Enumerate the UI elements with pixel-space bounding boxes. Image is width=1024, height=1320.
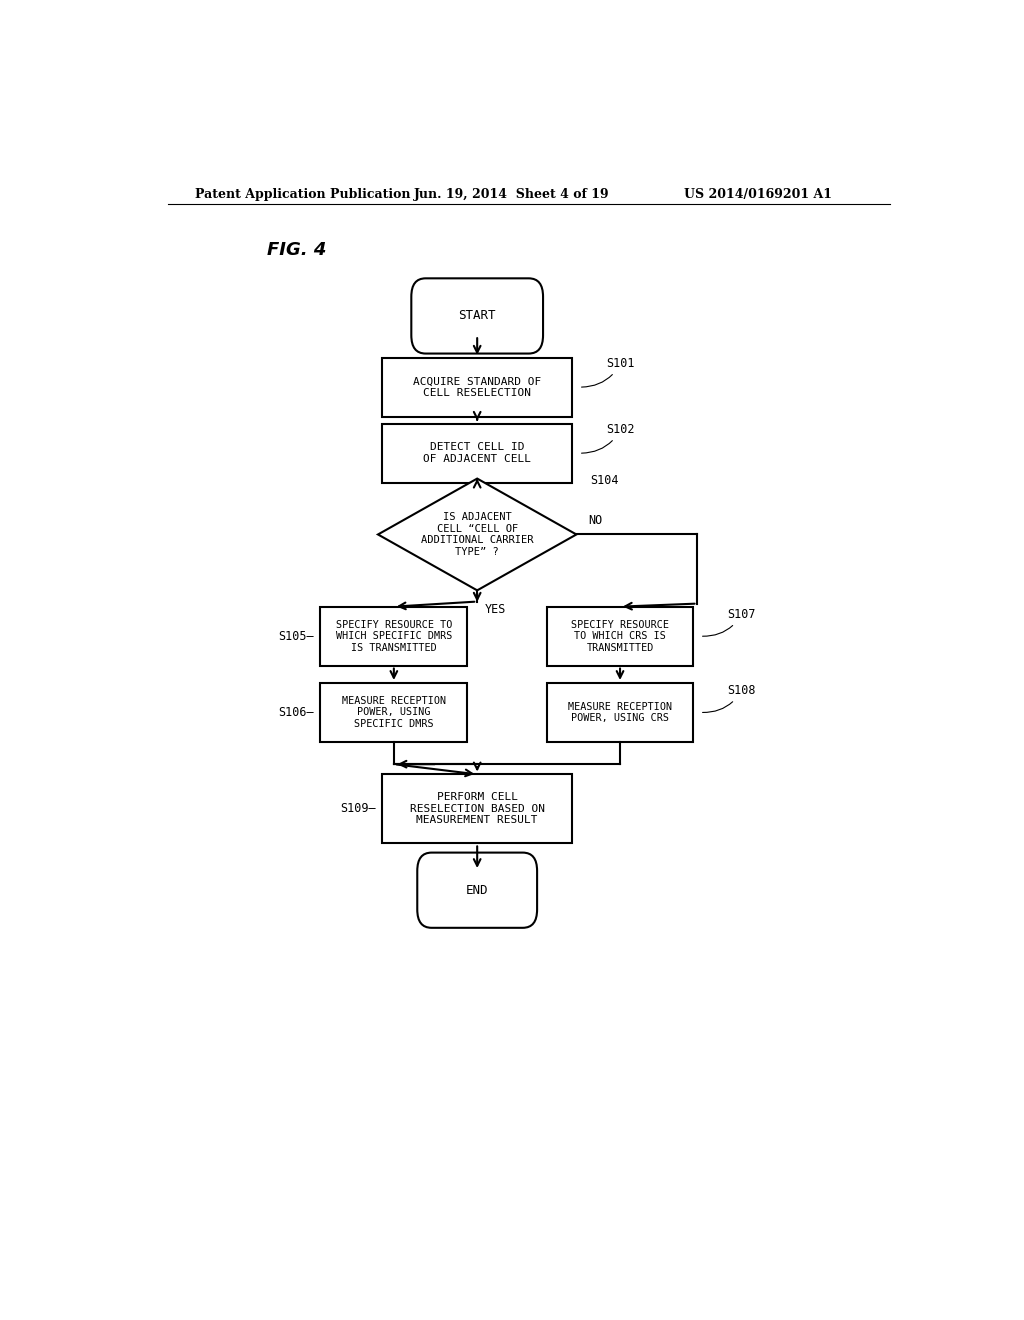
Bar (382, 424, 572, 483)
Bar (321, 682, 467, 742)
Text: S104: S104 (591, 474, 620, 487)
Text: S101: S101 (582, 356, 635, 387)
Text: MEASURE RECEPTION
POWER, USING CRS: MEASURE RECEPTION POWER, USING CRS (568, 701, 672, 723)
Bar (547, 607, 693, 665)
Text: FIG. 4: FIG. 4 (267, 240, 327, 259)
Text: MEASURE RECEPTION
POWER, USING
SPECIFIC DMRS: MEASURE RECEPTION POWER, USING SPECIFIC … (342, 696, 445, 729)
FancyBboxPatch shape (417, 853, 538, 928)
Text: S109—: S109— (340, 803, 376, 816)
Text: ACQUIRE STANDARD OF
CELL RESELECTION: ACQUIRE STANDARD OF CELL RESELECTION (413, 376, 542, 397)
Text: S107: S107 (702, 607, 756, 636)
Text: YES: YES (485, 603, 507, 615)
Text: S102: S102 (582, 422, 635, 453)
Bar (382, 358, 572, 417)
Bar (321, 607, 467, 665)
Bar (382, 775, 572, 843)
Text: Patent Application Publication: Patent Application Publication (196, 189, 411, 202)
Text: S108: S108 (702, 684, 756, 713)
Text: IS ADJACENT
CELL “CELL OF
ADDITIONAL CARRIER
TYPE” ?: IS ADJACENT CELL “CELL OF ADDITIONAL CAR… (421, 512, 534, 557)
Text: END: END (466, 883, 488, 896)
Text: SPECIFY RESOURCE
TO WHICH CRS IS
TRANSMITTED: SPECIFY RESOURCE TO WHICH CRS IS TRANSMI… (571, 619, 669, 652)
Polygon shape (378, 479, 577, 590)
Text: PERFORM CELL
RESELECTION BASED ON
MEASUREMENT RESULT: PERFORM CELL RESELECTION BASED ON MEASUR… (410, 792, 545, 825)
Text: NO: NO (588, 515, 602, 527)
Text: S106—: S106— (279, 706, 314, 719)
FancyBboxPatch shape (412, 279, 543, 354)
Text: US 2014/0169201 A1: US 2014/0169201 A1 (684, 189, 831, 202)
Text: SPECIFY RESOURCE TO
WHICH SPECIFIC DMRS
IS TRANSMITTED: SPECIFY RESOURCE TO WHICH SPECIFIC DMRS … (336, 619, 452, 652)
Text: S105—: S105— (279, 630, 314, 643)
Bar (547, 682, 693, 742)
Text: START: START (459, 309, 496, 322)
Text: Jun. 19, 2014  Sheet 4 of 19: Jun. 19, 2014 Sheet 4 of 19 (414, 189, 609, 202)
Text: DETECT CELL ID
OF ADJACENT CELL: DETECT CELL ID OF ADJACENT CELL (423, 442, 531, 463)
